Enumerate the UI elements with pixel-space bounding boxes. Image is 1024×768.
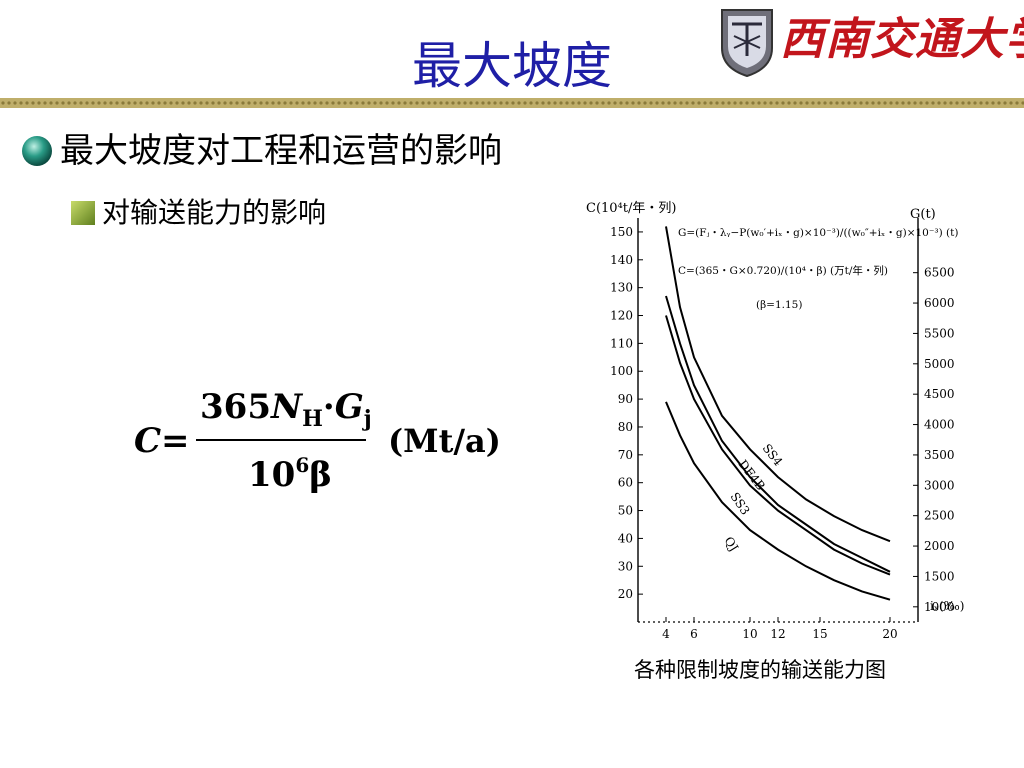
right-tick-label: 3500 <box>924 448 955 462</box>
annotation-formula-g: G=(Fⱼ・λᵧ−P(w₀′+iₓ・g)×10⁻³)/((w₀″+iₓ・g)×1… <box>678 227 958 239</box>
right-tick-label: 6000 <box>924 296 955 310</box>
left-tick-label: 100 <box>610 364 633 378</box>
left-tick-label: 130 <box>610 281 633 295</box>
right-tick-label: 3000 <box>924 478 955 492</box>
left-tick-label: 150 <box>610 225 633 239</box>
left-axis-label: C(10⁴t/年・列) <box>586 201 676 216</box>
capacity-chart-svg: C(10⁴t/年・列) G(t) iₓ(‰) 20 30 40 50 60 70 80 90 100 1… <box>586 201 964 641</box>
right-tick-label: 2000 <box>924 539 955 553</box>
university-emblem-icon <box>721 9 773 78</box>
left-tick-label: 20 <box>618 587 633 601</box>
x-tick-label: 20 <box>882 627 897 641</box>
x-tick-label: 12 <box>770 627 785 641</box>
formula-lhs: C= <box>134 421 190 461</box>
right-tick-label: 4500 <box>924 387 955 401</box>
university-logo: 西南交通大学 <box>716 4 1024 84</box>
university-name: 西南交通大学 <box>780 14 1024 65</box>
right-tick-label: 5500 <box>924 326 955 340</box>
right-tick-label: 1000 <box>924 600 955 614</box>
bullet-level2-text: 对输送能力的影响 <box>102 196 327 229</box>
annotation-formula-c: C=(365・G×0.720)/(10⁴・β) (万t/年・列) <box>678 264 888 277</box>
series-label-qj: QJ <box>721 534 741 554</box>
bullet-level1: 最大坡度对工程和运营的影响 <box>20 126 502 176</box>
left-tick-label: 90 <box>618 392 633 406</box>
right-tick-label: 4000 <box>924 418 955 432</box>
right-tick-label: 6500 <box>924 266 955 280</box>
series-line-qj <box>665 401 891 601</box>
left-tick-label: 40 <box>618 531 633 545</box>
right-axis-label: G(t) <box>910 207 936 222</box>
series-line-df4b <box>665 295 891 573</box>
left-tick-label: 50 <box>618 504 633 518</box>
x-tick-label: 4 <box>662 627 670 641</box>
square-bullet-icon <box>71 201 95 225</box>
series-label-ss3: SS3 <box>728 490 753 518</box>
chart-caption: 各种限制坡度的输送能力图 <box>634 658 886 682</box>
left-tick-label: 60 <box>618 476 633 490</box>
sphere-bullet-icon <box>22 136 52 166</box>
x-tick-label: 6 <box>690 627 698 641</box>
formula-numerator: 365NH·Gj <box>200 387 372 432</box>
page-title: 最大坡度 <box>412 37 612 95</box>
capacity-chart: C(10⁴t/年・列) G(t) iₓ(‰) 20 30 40 50 60 70 80 90 100 1… <box>580 196 1000 646</box>
series-line-ss4 <box>665 226 891 543</box>
right-tick-label: 5000 <box>924 357 955 371</box>
bullet-level1-text: 最大坡度对工程和运营的影响 <box>60 131 502 171</box>
formula-denominator: 106β <box>248 453 332 495</box>
left-tick-label: 70 <box>618 448 633 462</box>
title-divider <box>0 98 1024 108</box>
bullet-level2: 对输送能力的影响 <box>70 194 326 232</box>
right-tick-label: 2500 <box>924 509 955 523</box>
left-tick-label: 140 <box>610 253 633 267</box>
x-tick-label: 15 <box>812 627 827 641</box>
formula-unit: (Mt/a) <box>388 422 501 460</box>
left-tick-label: 80 <box>618 420 633 434</box>
series-label-ss4: SS4 <box>760 441 786 469</box>
left-tick-label: 30 <box>618 559 633 573</box>
x-tick-label: 10 <box>742 627 757 641</box>
left-tick-label: 120 <box>610 309 633 323</box>
series-line-ss3 <box>665 315 891 576</box>
left-tick-label: 110 <box>610 336 633 350</box>
right-tick-label: 1500 <box>924 569 955 583</box>
annotation-beta: (β=1.15) <box>756 299 802 311</box>
capacity-formula: C= 365NH·Gj 106β (Mt/a) <box>134 387 501 495</box>
x-axis-label: iₓ(‰) <box>930 599 964 613</box>
